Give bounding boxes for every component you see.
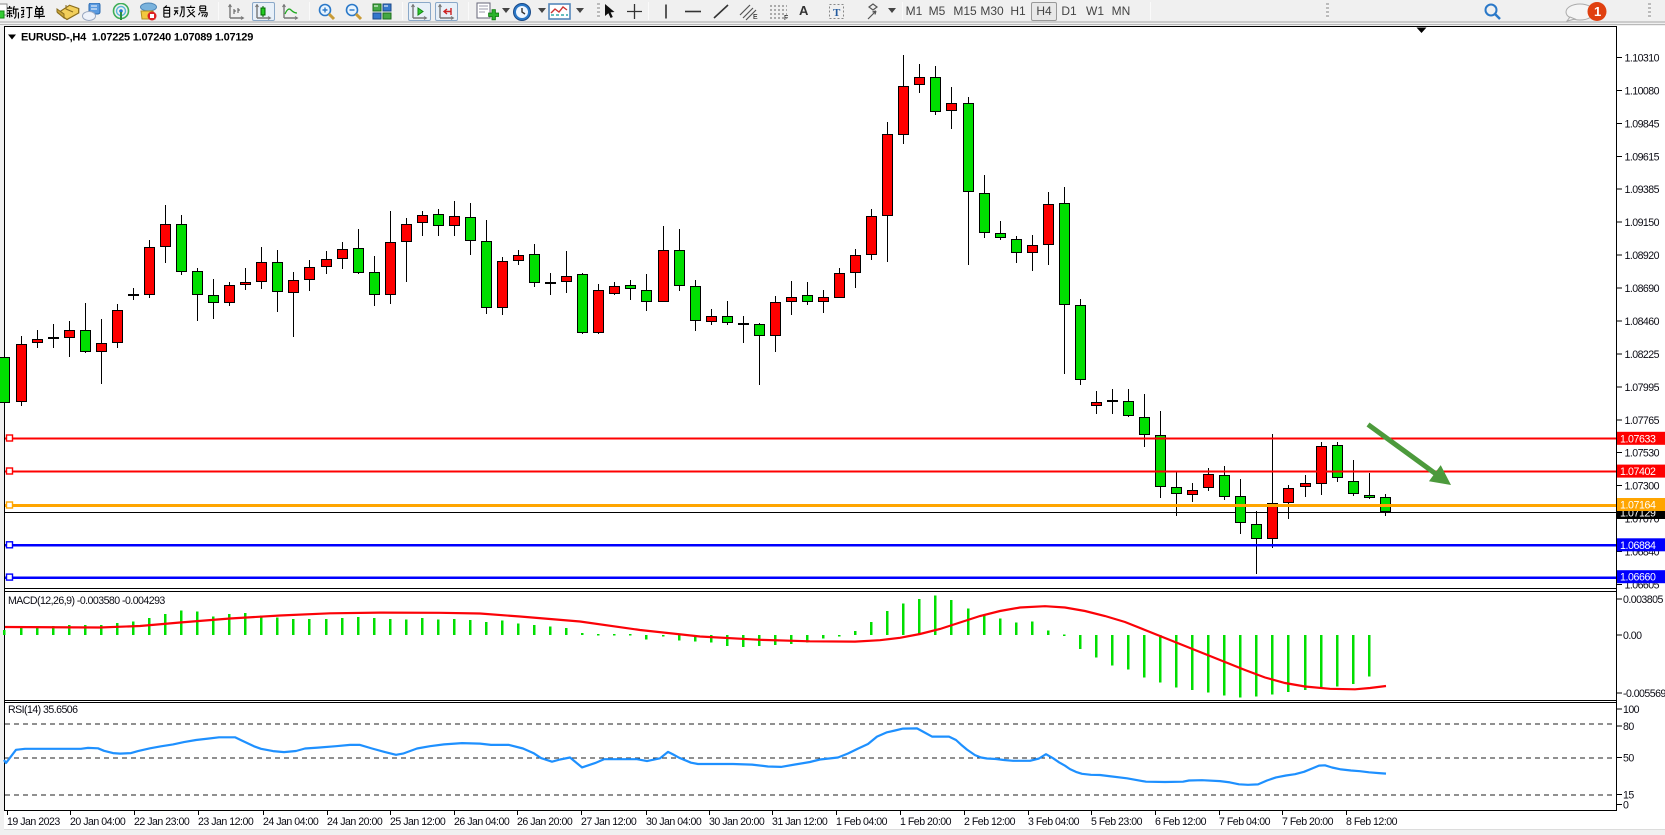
svg-text:6 Feb 12:00: 6 Feb 12:00 — [1155, 816, 1207, 828]
svg-text:2 Feb 12:00: 2 Feb 12:00 — [964, 816, 1016, 828]
svg-text:24 Jan 04:00: 24 Jan 04:00 — [263, 816, 319, 828]
svg-text:1.09150: 1.09150 — [1625, 217, 1660, 229]
svg-text:20 Jan 04:00: 20 Jan 04:00 — [70, 816, 126, 828]
svg-text:7 Feb 04:00: 7 Feb 04:00 — [1219, 816, 1271, 828]
svg-text:3 Feb 04:00: 3 Feb 04:00 — [1028, 816, 1080, 828]
svg-text:1.08690: 1.08690 — [1625, 283, 1660, 295]
svg-text:27 Jan 12:00: 27 Jan 12:00 — [581, 816, 637, 828]
svg-text:23 Jan 12:00: 23 Jan 12:00 — [198, 816, 254, 828]
svg-text:25 Jan 12:00: 25 Jan 12:00 — [390, 816, 446, 828]
svg-text:100: 100 — [1623, 704, 1640, 716]
svg-text:EURUSD-,H4 1.07225 1.07240 1.: EURUSD-,H4 1.07225 1.07240 1.07089 1.071… — [21, 32, 253, 44]
svg-text:-0.005569: -0.005569 — [1623, 688, 1665, 700]
svg-text:1.06660: 1.06660 — [1620, 572, 1656, 584]
svg-text:1.07633: 1.07633 — [1620, 433, 1656, 445]
svg-text:1.09845: 1.09845 — [1625, 118, 1660, 130]
svg-text:80: 80 — [1623, 721, 1634, 733]
svg-text:1.07402: 1.07402 — [1620, 466, 1656, 478]
svg-text:0.00: 0.00 — [1623, 630, 1642, 642]
svg-text:1: 1 — [1594, 4, 1601, 19]
svg-text:1.06884: 1.06884 — [1620, 540, 1656, 552]
svg-text:RSI(14) 35.6506: RSI(14) 35.6506 — [8, 704, 78, 716]
svg-text:30 Jan 20:00: 30 Jan 20:00 — [709, 816, 765, 828]
svg-text:1.07164: 1.07164 — [1620, 500, 1656, 512]
svg-text:15: 15 — [1623, 790, 1634, 802]
svg-text:1.09385: 1.09385 — [1625, 184, 1660, 196]
svg-text:1 Feb 04:00: 1 Feb 04:00 — [836, 816, 888, 828]
svg-text:1.07765: 1.07765 — [1625, 415, 1660, 427]
svg-text:19 Jan 2023: 19 Jan 2023 — [7, 816, 60, 828]
svg-text:1.10310: 1.10310 — [1625, 53, 1660, 65]
svg-text:1.07995: 1.07995 — [1625, 382, 1660, 394]
svg-text:E: E — [753, 14, 758, 21]
svg-text:26 Jan 20:00: 26 Jan 20:00 — [517, 816, 573, 828]
svg-text:26 Jan 04:00: 26 Jan 04:00 — [454, 816, 510, 828]
svg-text:1 Feb 20:00: 1 Feb 20:00 — [900, 816, 952, 828]
svg-text:5 Feb 23:00: 5 Feb 23:00 — [1091, 816, 1143, 828]
svg-text:1.07300: 1.07300 — [1625, 481, 1660, 493]
svg-text:30 Jan 04:00: 30 Jan 04:00 — [646, 816, 702, 828]
svg-text:T: T — [833, 7, 841, 19]
svg-text:22 Jan 23:00: 22 Jan 23:00 — [134, 816, 190, 828]
svg-text:31 Jan 12:00: 31 Jan 12:00 — [772, 816, 828, 828]
svg-text:1.08225: 1.08225 — [1625, 349, 1660, 361]
svg-text:1.07530: 1.07530 — [1625, 448, 1660, 460]
svg-text:8 Feb 12:00: 8 Feb 12:00 — [1346, 816, 1398, 828]
svg-text:F: F — [784, 15, 788, 21]
svg-text:1.08920: 1.08920 — [1625, 250, 1660, 262]
svg-text:1.08460: 1.08460 — [1625, 316, 1660, 328]
svg-text:0: 0 — [1623, 800, 1629, 812]
svg-text:24 Jan 20:00: 24 Jan 20:00 — [327, 816, 383, 828]
svg-text:1.09615: 1.09615 — [1625, 151, 1660, 163]
svg-text:50: 50 — [1623, 753, 1634, 765]
svg-text:0.003805: 0.003805 — [1623, 594, 1663, 606]
svg-text:7 Feb 20:00: 7 Feb 20:00 — [1282, 816, 1334, 828]
svg-text:1.10080: 1.10080 — [1625, 85, 1660, 97]
svg-text:MACD(12,26,9) -0.003580 -0.004: MACD(12,26,9) -0.003580 -0.004293 — [8, 595, 165, 607]
